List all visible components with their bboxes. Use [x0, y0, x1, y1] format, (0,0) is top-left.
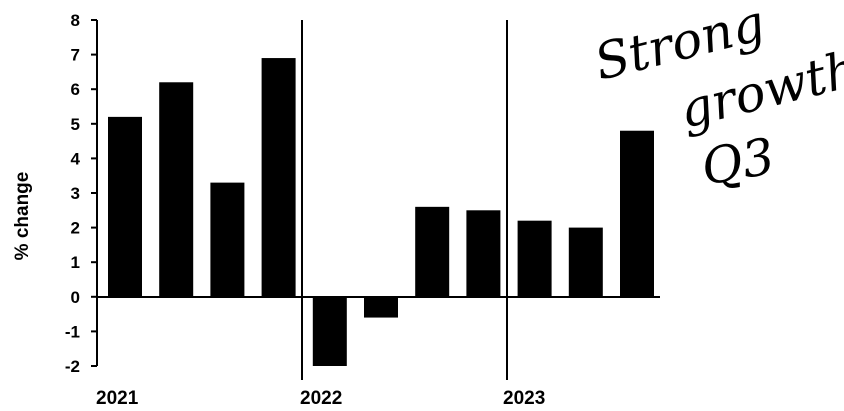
bar-2021-q1: [108, 116, 142, 297]
bar-2021-q2: [159, 82, 194, 297]
year-label-2021: 2021: [96, 388, 139, 409]
bar-2021-q3: [210, 182, 245, 297]
year-label-2023: 2023: [503, 388, 545, 409]
bar-2023-q2: [568, 227, 603, 297]
year-label-2022: 2022: [300, 388, 342, 409]
y-tick-label: 2: [71, 219, 80, 238]
y-tick-label: 4: [71, 149, 81, 168]
bar-2021-q4: [261, 58, 296, 297]
note-line-3: Q3: [697, 127, 779, 197]
bar-2023-q1: [517, 220, 552, 297]
handwritten-note: Strong growth Q3: [589, 0, 844, 197]
bars: [108, 58, 654, 366]
y-tick-label: 3: [71, 184, 80, 203]
year-labels: 2021 2022 2023: [96, 388, 545, 409]
bar-2023-q3: [620, 130, 654, 297]
bar-2022-q3: [415, 206, 450, 297]
y-tick-label: 0: [71, 288, 80, 307]
y-tick-label: 7: [71, 46, 80, 65]
y-tick-label: 1: [71, 253, 80, 272]
y-axis-title: % change: [12, 172, 33, 261]
y-axis: 8 7 6 5 4 3 2 1 0 -1 -2: [65, 11, 97, 376]
y-tick-label: -2: [65, 357, 80, 376]
y-tick-label: 8: [71, 11, 80, 30]
y-tick-label: -1: [65, 322, 80, 341]
bar-2022-q4: [466, 210, 501, 297]
y-tick-label: 5: [71, 115, 80, 134]
bar-2022-q1: [312, 296, 347, 366]
bar-2022-q2: [364, 296, 398, 318]
y-tick-label: 6: [71, 80, 80, 99]
